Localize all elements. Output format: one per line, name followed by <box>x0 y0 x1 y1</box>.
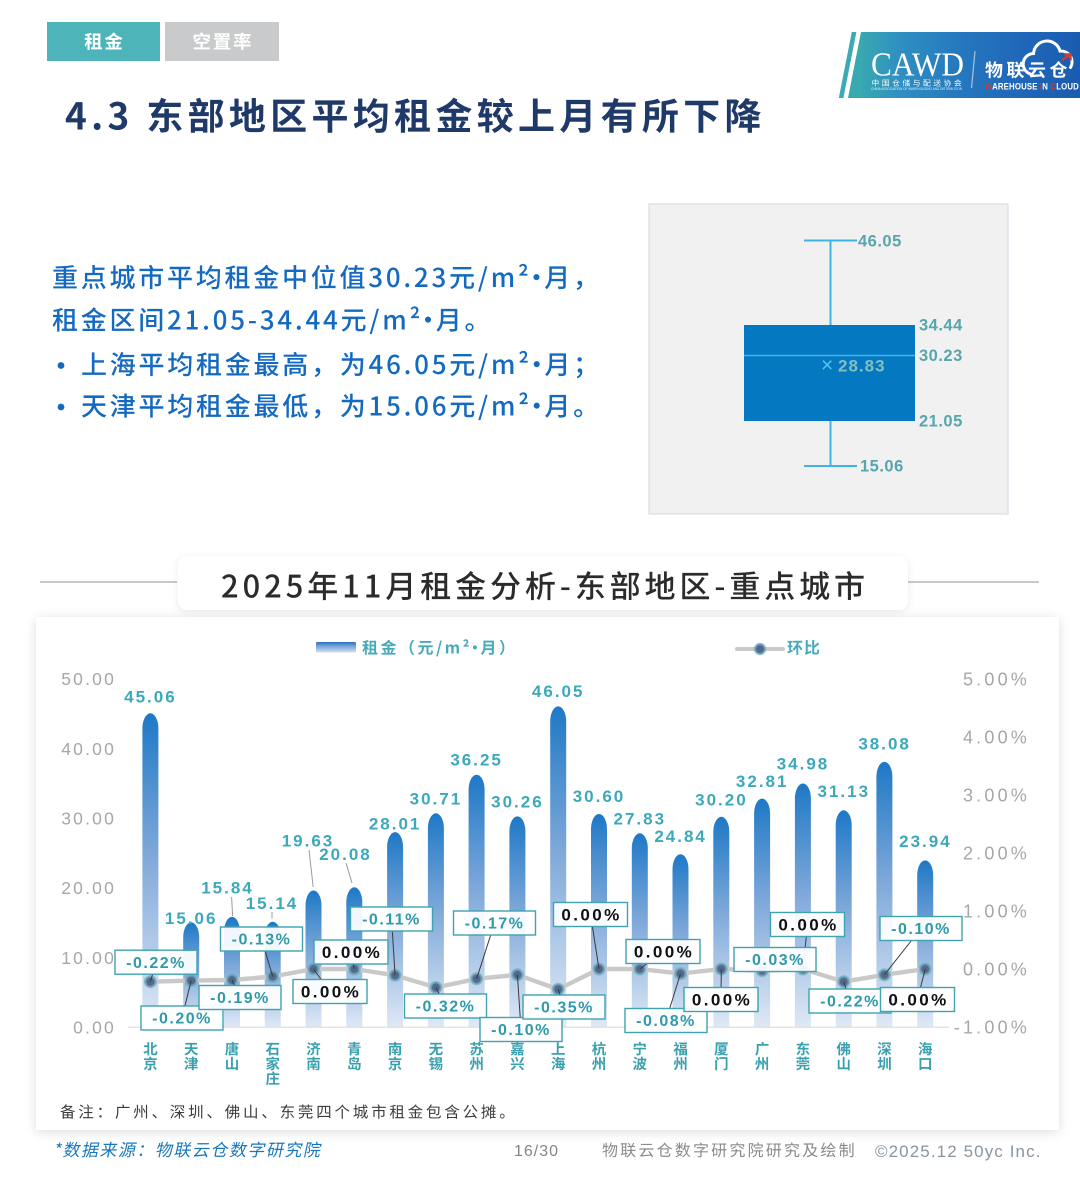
svg-text:-0.19%: -0.19% <box>210 990 270 1007</box>
svg-text:34.44: 34.44 <box>919 317 963 335</box>
svg-text:34.98: 34.98 <box>777 755 830 774</box>
svg-text:15.14: 15.14 <box>246 894 299 913</box>
svg-text:0.00%: 0.00% <box>692 991 752 1010</box>
svg-text:-0.08%: -0.08% <box>636 1013 696 1030</box>
svg-text:46.05: 46.05 <box>858 233 902 251</box>
svg-text:20.00: 20.00 <box>61 878 116 898</box>
svg-text:20.08: 20.08 <box>319 845 372 864</box>
svg-text:-0.35%: -0.35% <box>534 1000 594 1017</box>
svg-text:0.00%: 0.00% <box>301 983 361 1002</box>
svg-text:CAWD: CAWD <box>871 47 964 84</box>
svg-text:24.84: 24.84 <box>654 827 707 846</box>
svg-text:-0.10%: -0.10% <box>891 921 951 938</box>
svg-text:19.63: 19.63 <box>282 832 335 851</box>
svg-text:0.00%: 0.00% <box>561 906 621 925</box>
svg-text:30.60: 30.60 <box>573 787 626 806</box>
svg-text:3.00%: 3.00% <box>963 786 1030 806</box>
svg-text:15.84: 15.84 <box>201 879 254 898</box>
svg-text:50.00: 50.00 <box>61 669 116 689</box>
svg-text:-0.03%: -0.03% <box>745 952 805 969</box>
svg-text:©2025.12 50yc Inc.: ©2025.12 50yc Inc. <box>875 1142 1042 1161</box>
svg-text:0.00%: 0.00% <box>322 943 382 962</box>
svg-text:0.00: 0.00 <box>73 1018 116 1038</box>
svg-text:21.05: 21.05 <box>919 413 963 431</box>
svg-text:30.23: 30.23 <box>919 347 963 365</box>
svg-text:-0.13%: -0.13% <box>232 932 292 949</box>
svg-text:2.00%: 2.00% <box>963 844 1030 864</box>
svg-text:-0.10%: -0.10% <box>491 1022 551 1039</box>
svg-text:0.00%: 0.00% <box>778 916 838 935</box>
svg-text:16/30: 16/30 <box>514 1143 559 1160</box>
svg-text:0.00%: 0.00% <box>888 991 948 1010</box>
svg-text:30.20: 30.20 <box>695 791 748 810</box>
svg-text:36.25: 36.25 <box>450 751 503 770</box>
svg-text:30.00: 30.00 <box>61 809 116 829</box>
svg-text:-0.11%: -0.11% <box>362 912 421 929</box>
svg-text:×: × <box>821 354 833 377</box>
svg-text:10.00: 10.00 <box>61 948 116 968</box>
svg-text:5.00%: 5.00% <box>963 669 1030 689</box>
svg-text:15.06: 15.06 <box>860 458 904 476</box>
svg-text:27.83: 27.83 <box>614 810 667 829</box>
svg-text:-0.17%: -0.17% <box>465 916 525 933</box>
svg-text:-0.22%: -0.22% <box>126 955 186 972</box>
svg-text:30.71: 30.71 <box>410 790 463 809</box>
svg-text:28.01: 28.01 <box>369 815 422 834</box>
svg-text:WAREHOUSE IN CLOUD: WAREHOUSE IN CLOUD <box>985 81 1079 92</box>
svg-text:0.00%: 0.00% <box>963 960 1030 980</box>
svg-text:40.00: 40.00 <box>61 739 116 759</box>
svg-text:-0.20%: -0.20% <box>152 1011 212 1028</box>
svg-text:-0.22%: -0.22% <box>820 994 880 1011</box>
svg-text:0.00%: 0.00% <box>634 943 694 962</box>
svg-text:-1.00%: -1.00% <box>954 1018 1030 1038</box>
svg-text:32.81: 32.81 <box>736 772 789 791</box>
svg-text:28.83: 28.83 <box>838 357 886 376</box>
svg-text:23.94: 23.94 <box>899 832 952 851</box>
svg-text:-0.32%: -0.32% <box>416 999 476 1016</box>
svg-text:31.13: 31.13 <box>818 782 871 801</box>
svg-text:46.05: 46.05 <box>532 682 585 701</box>
svg-text:45.06: 45.06 <box>124 688 177 707</box>
svg-text:4.00%: 4.00% <box>963 727 1030 747</box>
svg-text:1.00%: 1.00% <box>963 902 1030 922</box>
svg-text:30.26: 30.26 <box>491 793 544 812</box>
svg-text:38.08: 38.08 <box>858 735 911 754</box>
svg-text:15.06: 15.06 <box>165 909 218 928</box>
svg-text:CHINA ASSOCIATION OF WAREHOUSI: CHINA ASSOCIATION OF WAREHOUSING AND DIS… <box>871 86 962 91</box>
